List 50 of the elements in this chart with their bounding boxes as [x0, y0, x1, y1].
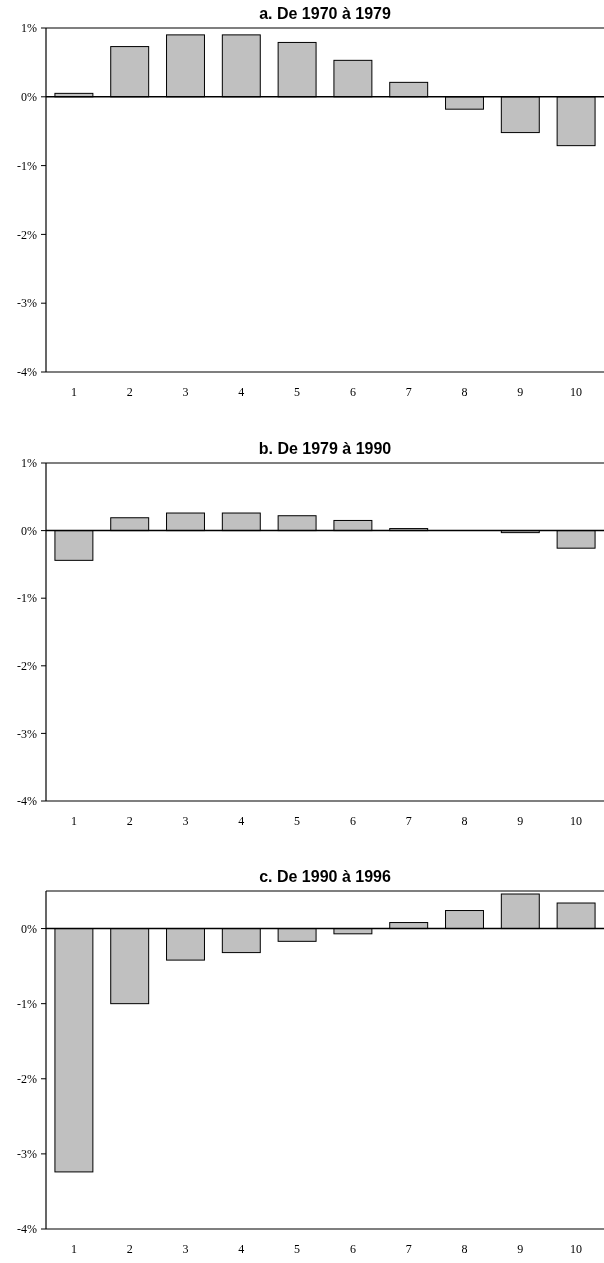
x-tick-label: 3 [182, 814, 189, 828]
x-tick-label: 9 [517, 1242, 524, 1256]
y-tick-label: -1% [17, 996, 37, 1011]
x-tick-label: 8 [461, 1242, 468, 1256]
y-tick-label: -4% [17, 794, 37, 809]
x-tick-label: 10 [570, 385, 583, 399]
x-tick-label: 1 [70, 814, 77, 828]
y-tick-label: -1% [17, 158, 37, 173]
y-tick-label: -2% [17, 1071, 37, 1086]
x-tick-label: 4 [238, 1242, 245, 1256]
y-tick-label: -4% [17, 365, 37, 380]
x-tick-label: 8 [461, 814, 468, 828]
x-tick-label: 2 [126, 385, 133, 399]
x-tick-label: 9 [517, 385, 524, 399]
x-tick-label: 2 [126, 1242, 133, 1256]
y-tick-label: 0% [21, 523, 37, 538]
x-tick-label: 7 [405, 385, 412, 399]
x-tick-label: 4 [238, 814, 245, 828]
x-tick-label: 2 [126, 814, 133, 828]
x-tick-label: 4 [238, 385, 245, 399]
x-tick-label: 3 [182, 385, 189, 399]
chart-title: a. De 1970 à 1979 [259, 5, 391, 22]
chart-title: c. De 1990 à 1996 [259, 868, 391, 885]
x-tick-label: 1 [70, 385, 77, 399]
x-tick-label: 8 [461, 385, 468, 399]
x-tick-label: 1 [70, 1242, 77, 1256]
x-tick-label: 3 [182, 1242, 189, 1256]
chart-title: b. De 1979 à 1990 [258, 440, 392, 457]
y-tick-label: -1% [17, 591, 37, 606]
x-tick-label: 5 [294, 814, 301, 828]
y-tick-label: -4% [17, 1222, 37, 1237]
x-tick-label: 6 [349, 385, 356, 399]
x-tick-label: 5 [294, 1242, 301, 1256]
y-tick-label: -3% [17, 1147, 37, 1162]
x-tick-label: 6 [349, 814, 356, 828]
y-tick-label: 0% [21, 90, 37, 104]
x-tick-label: 7 [405, 814, 412, 828]
x-tick-label: 7 [405, 1242, 412, 1256]
y-tick-label: -3% [17, 296, 37, 311]
x-tick-label: 10 [570, 1242, 583, 1256]
x-tick-label: 6 [349, 1242, 356, 1256]
y-tick-label: -2% [17, 659, 37, 673]
y-tick-label: 1% [21, 456, 37, 471]
y-tick-label: -2% [17, 227, 37, 242]
x-tick-label: 9 [517, 814, 524, 828]
x-tick-label: 10 [570, 814, 583, 828]
y-tick-label: 0% [21, 921, 37, 936]
y-tick-label: -3% [17, 726, 37, 741]
x-tick-label: 5 [294, 385, 301, 399]
y-tick-label: 1% [21, 21, 37, 36]
